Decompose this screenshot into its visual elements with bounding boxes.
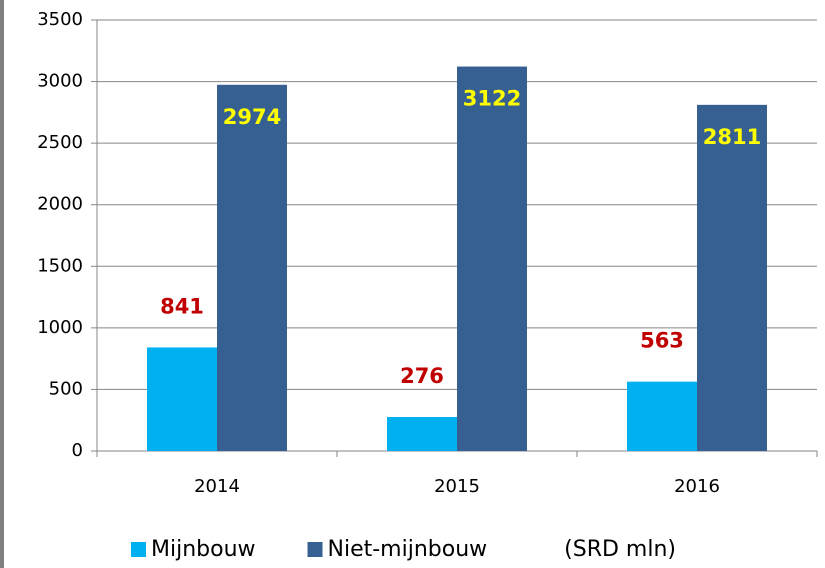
annotation: (SRD mln): [564, 537, 676, 562]
legend-label: Niet-mijnbouw: [328, 537, 488, 562]
bar: [387, 417, 457, 451]
data-label: 841: [160, 294, 204, 318]
y-tick-label: 1000: [37, 317, 83, 338]
x-tick-label: 2015: [434, 476, 480, 497]
data-label: 3122: [463, 87, 521, 111]
data-label: 2811: [703, 125, 761, 149]
legend-label: Mijnbouw: [151, 537, 256, 562]
bar: [697, 104, 767, 451]
y-tick-label: 3000: [37, 71, 83, 92]
y-tick-label: 1500: [37, 255, 83, 276]
x-tick-label: 2016: [674, 476, 720, 497]
y-tick-label: 500: [49, 378, 83, 399]
bar: [217, 84, 287, 452]
y-tick-label: 2500: [37, 132, 83, 153]
x-tick-label: 2014: [194, 476, 240, 497]
y-tick-label: 2000: [37, 194, 83, 215]
legend-swatch: [131, 542, 146, 557]
data-label: 563: [640, 329, 684, 353]
data-label: 2974: [223, 105, 281, 129]
y-tick-label: 3500: [37, 9, 83, 30]
bar: [147, 347, 217, 451]
frame-edge: [0, 0, 4, 568]
bar: [457, 66, 527, 451]
data-label: 276: [400, 364, 444, 388]
legend-swatch: [307, 542, 323, 557]
y-tick-label: 0: [72, 440, 83, 461]
bar: [627, 381, 697, 451]
